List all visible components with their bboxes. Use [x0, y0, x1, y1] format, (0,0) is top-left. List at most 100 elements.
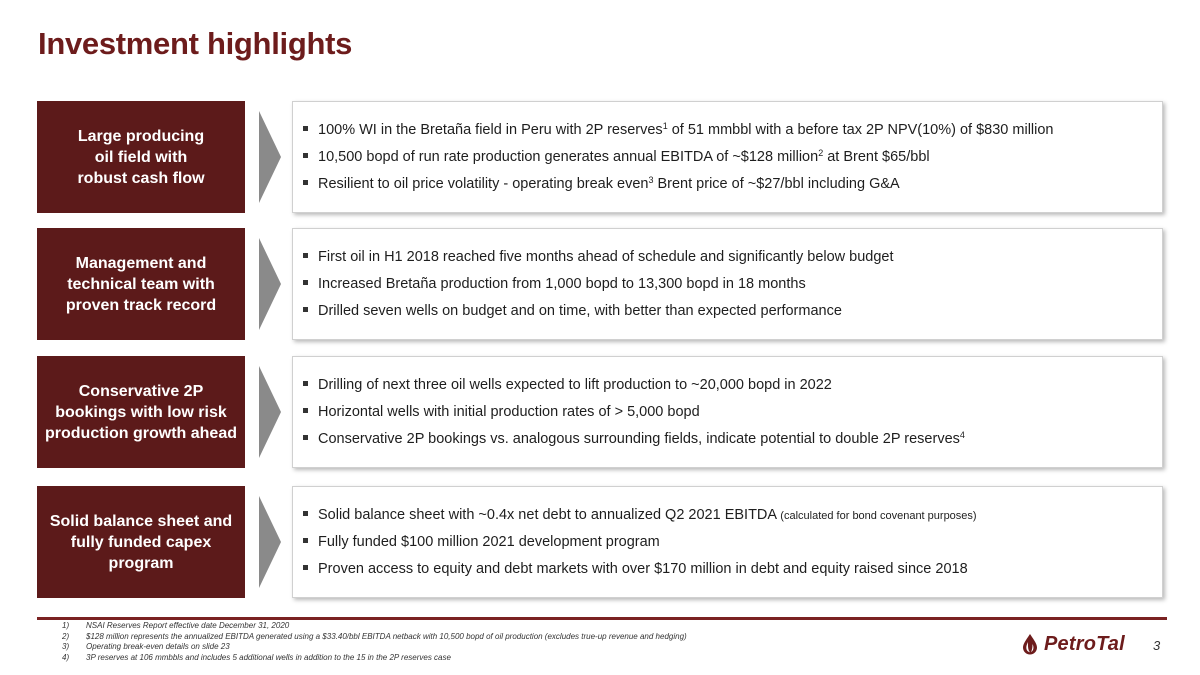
bullet-text-part: 100% WI in the Bretaña field in Peru wit… — [318, 121, 663, 138]
footnote-text: 3P reserves at 106 mmbbls and includes 5… — [86, 652, 451, 662]
footnote-ref: 2 — [818, 147, 824, 158]
footnote-number: 1) — [62, 621, 70, 630]
highlight-label-line: Conservative 2P — [78, 382, 204, 400]
footnote: 3) Operating break-even details on slide … — [62, 642, 687, 653]
highlight-details: Solid balance sheet with ~0.4x net debt … — [292, 486, 1163, 598]
footnote-ref: 1 — [662, 120, 668, 131]
square-bullet-icon — [303, 279, 308, 285]
bullet-text: 10,500 bopd of run rate production gener… — [318, 144, 930, 171]
bullet-text: Proven access to equity and debt markets… — [318, 556, 968, 583]
highlight-row: Solid balance sheet and fully funded cape… — [37, 486, 1163, 598]
footnote: 4) 3P reserves at 106 mmbbls and includes… — [62, 653, 687, 664]
square-bullet-icon — [303, 407, 308, 413]
bullet-text-part: Resilient to oil price volatility - oper… — [318, 175, 649, 192]
bullet-text: Horizontal wells with initial production… — [318, 399, 700, 426]
chevron-right-icon — [259, 366, 281, 458]
bullet-item: Fully funded $100 million 2021 developme… — [303, 529, 1162, 556]
square-bullet-icon — [303, 306, 308, 312]
bullet-text-part: (calculated for bond covenant purposes) — [780, 509, 977, 522]
footnote-ref: 4 — [959, 429, 965, 440]
square-bullet-icon — [303, 125, 308, 131]
highlight-label-line: program — [108, 554, 174, 572]
square-bullet-icon — [303, 152, 308, 158]
oil-drop-logo-icon — [1023, 634, 1037, 655]
bullet-text-part: Increased Bretaña production from 1,000 … — [318, 275, 806, 292]
highlight-row: Conservative 2P bookings with low risk pro… — [37, 356, 1163, 468]
highlight-label-line: bookings with low risk — [55, 403, 227, 421]
bullet-text: Conservative 2P bookings vs. analogous s… — [318, 426, 965, 453]
highlight-label-line: fully funded capex — [70, 533, 212, 551]
bullet-text-part: Brent price of ~$27/bbl including G&A — [653, 175, 900, 192]
square-bullet-icon — [303, 179, 308, 185]
bullet-text-part: 10,500 bopd of run rate production gener… — [318, 148, 819, 165]
footnote: 2) $128 million represents the annualized… — [62, 632, 687, 643]
bullet-text-part: at Brent $65/bbl — [823, 148, 930, 165]
highlight-label-line: proven track record — [65, 296, 217, 314]
bullet-text-part: Drilled seven wells on budget and on tim… — [318, 302, 842, 319]
highlight-label-line: production growth ahead — [45, 424, 237, 442]
highlight-row: Management and technical team with proven … — [37, 228, 1163, 340]
footnote-text: $128 million represents the annualized E… — [86, 631, 687, 641]
bullet-text: Resilient to oil price volatility - oper… — [318, 171, 900, 198]
bullet-item: Proven access to equity and debt markets… — [303, 556, 1162, 583]
footnote-number: 3) — [62, 642, 70, 651]
page-title: Investment highlights — [38, 26, 353, 61]
bullet-item: 10,500 bopd of run rate production gener… — [303, 144, 1162, 171]
footnote-number: 2) — [62, 631, 70, 641]
bullet-text: Increased Bretaña production from 1,000 … — [318, 271, 806, 298]
bullet-item: Drilling of next three oil wells expecte… — [303, 372, 1162, 399]
highlight-row: Large producing oil field with robust cash… — [37, 101, 1163, 213]
logo-text: PetroTal — [1044, 632, 1125, 655]
footnote-number: 4) — [62, 652, 70, 662]
bullet-text: Fully funded $100 million 2021 developme… — [318, 529, 660, 556]
square-bullet-icon — [303, 252, 308, 258]
bullet-text-part: Solid balance sheet with ~0.4x net debt … — [318, 506, 781, 523]
highlight-label-line: Large producing — [77, 127, 205, 145]
bullet-text-part: Fully funded $100 million 2021 developme… — [318, 533, 660, 550]
highlight-label-line: robust cash flow — [77, 169, 205, 187]
highlight-details: 100% WI in the Bretaña field in Peru wit… — [292, 101, 1163, 213]
square-bullet-icon — [303, 537, 308, 543]
footnotes: 1) NSAI Reserves Report effective date De… — [62, 621, 687, 663]
footnote-text: Operating break-even details on slide 23 — [86, 642, 230, 651]
bullet-text-part: Proven access to equity and debt markets… — [318, 560, 968, 577]
footnote-ref: 3 — [648, 174, 654, 185]
footer-divider — [37, 617, 1167, 620]
bullet-item: Horizontal wells with initial production… — [303, 399, 1162, 426]
footnote: 1) NSAI Reserves Report effective date De… — [62, 621, 687, 632]
square-bullet-icon — [303, 434, 308, 440]
bullet-item: Conservative 2P bookings vs. analogous s… — [303, 426, 1162, 453]
chevron-right-icon — [259, 496, 281, 588]
bullet-text-part: of 51 mmbbl with a before tax 2P NPV(10%… — [667, 121, 1054, 138]
highlight-label-line: Management and — [75, 254, 207, 272]
highlight-label: Management and technical team with proven … — [37, 228, 245, 340]
highlight-details: First oil in H1 2018 reached five months… — [292, 228, 1163, 340]
bullet-text: 100% WI in the Bretaña field in Peru wit… — [318, 117, 1054, 144]
bullet-text: Solid balance sheet with ~0.4x net debt … — [318, 502, 977, 530]
bullet-item: 100% WI in the Bretaña field in Peru wit… — [303, 117, 1162, 144]
bullet-text-part: Drilling of next three oil wells expecte… — [318, 376, 832, 393]
bullet-item: Resilient to oil price volatility - oper… — [303, 171, 1162, 198]
highlight-label-line: Solid balance sheet and — [49, 512, 233, 530]
bullet-text: Drilling of next three oil wells expecte… — [318, 372, 832, 399]
square-bullet-icon — [303, 564, 308, 570]
highlight-label-line: oil field with — [94, 148, 188, 166]
bullet-text-part: First oil in H1 2018 reached five months… — [318, 248, 894, 265]
highlight-details: Drilling of next three oil wells expecte… — [292, 356, 1163, 468]
bullet-item: Increased Bretaña production from 1,000 … — [303, 271, 1162, 298]
square-bullet-icon — [303, 380, 308, 386]
square-bullet-icon — [303, 510, 308, 516]
highlight-label: Large producing oil field with robust cash… — [37, 101, 245, 213]
bullet-text-part: Horizontal wells with initial production… — [318, 403, 700, 420]
highlight-label: Solid balance sheet and fully funded cape… — [37, 486, 245, 598]
highlight-label-line: technical team with — [67, 275, 215, 293]
chevron-right-icon — [259, 111, 281, 203]
chevron-right-icon — [259, 238, 281, 330]
page-number: 3 — [1153, 638, 1161, 653]
bullet-text: First oil in H1 2018 reached five months… — [318, 244, 894, 271]
bullet-item: Solid balance sheet with ~0.4x net debt … — [303, 502, 1162, 529]
highlight-label: Conservative 2P bookings with low risk pro… — [37, 356, 245, 468]
footnote-text: NSAI Reserves Report effective date Dece… — [86, 621, 290, 630]
bullet-text-part: Conservative 2P bookings vs. analogous s… — [318, 430, 960, 447]
bullet-text: Drilled seven wells on budget and on tim… — [318, 298, 842, 325]
